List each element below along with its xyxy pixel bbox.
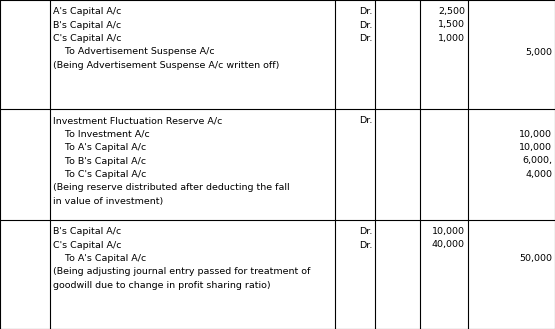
Text: 5,000: 5,000: [525, 47, 552, 57]
Text: Investment Fluctuation Reserve A/c: Investment Fluctuation Reserve A/c: [53, 116, 223, 125]
Text: To A's Capital A/c: To A's Capital A/c: [53, 254, 147, 263]
Text: 6,000,: 6,000,: [522, 157, 552, 165]
Text: Dr.: Dr.: [359, 34, 372, 43]
Text: To C's Capital A/c: To C's Capital A/c: [53, 170, 147, 179]
Text: Dr.: Dr.: [359, 7, 372, 16]
Text: goodwill due to change in profit sharing ratio): goodwill due to change in profit sharing…: [53, 281, 271, 290]
Text: 40,000: 40,000: [432, 240, 465, 249]
Text: 1,500: 1,500: [438, 20, 465, 30]
Text: To B's Capital A/c: To B's Capital A/c: [53, 157, 146, 165]
Text: To A's Capital A/c: To A's Capital A/c: [53, 143, 147, 152]
Text: (Being adjusting journal entry passed for treatment of: (Being adjusting journal entry passed fo…: [53, 267, 310, 276]
Text: To Advertisement Suspense A/c: To Advertisement Suspense A/c: [53, 47, 215, 57]
Text: in value of investment): in value of investment): [53, 197, 163, 206]
Text: Dr.: Dr.: [359, 116, 372, 125]
Text: (Being Advertisement Suspense A/c written off): (Being Advertisement Suspense A/c writte…: [53, 61, 279, 70]
Text: 2,500: 2,500: [438, 7, 465, 16]
Text: Dr.: Dr.: [359, 20, 372, 30]
Text: Dr.: Dr.: [359, 240, 372, 249]
Text: 1,000: 1,000: [438, 34, 465, 43]
Text: C's Capital A/c: C's Capital A/c: [53, 34, 122, 43]
Text: Dr.: Dr.: [359, 227, 372, 236]
Text: 50,000: 50,000: [519, 254, 552, 263]
Text: (Being reserve distributed after deducting the fall: (Being reserve distributed after deducti…: [53, 184, 290, 192]
Text: 10,000: 10,000: [519, 130, 552, 139]
Text: A's Capital A/c: A's Capital A/c: [53, 7, 122, 16]
Text: 10,000: 10,000: [432, 227, 465, 236]
Text: B's Capital A/c: B's Capital A/c: [53, 227, 121, 236]
Text: C's Capital A/c: C's Capital A/c: [53, 240, 122, 249]
Text: To Investment A/c: To Investment A/c: [53, 130, 150, 139]
Text: 10,000: 10,000: [519, 143, 552, 152]
Text: 4,000: 4,000: [525, 170, 552, 179]
Text: B's Capital A/c: B's Capital A/c: [53, 20, 121, 30]
